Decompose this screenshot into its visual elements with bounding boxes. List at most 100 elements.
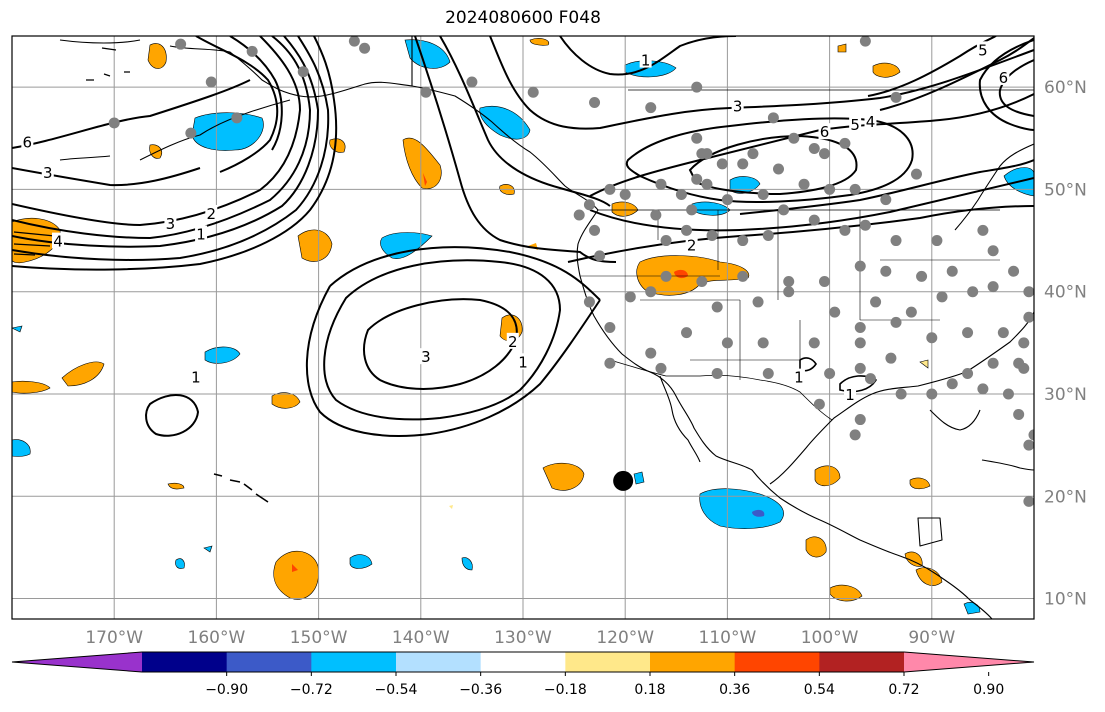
station-dot (721, 194, 733, 206)
station-dot (420, 86, 432, 98)
contour-label: 1 (191, 369, 201, 387)
contour-label: 1 (794, 369, 804, 387)
station-dot (895, 388, 907, 400)
station-dot (1013, 408, 1025, 420)
contour-label: 1 (518, 353, 528, 371)
contour-label-background (164, 215, 177, 232)
contour-label-background (731, 97, 744, 114)
colorbar-tick-labels: −0.90 −0.72 −0.54 −0.36 −0.18 0.18 0.36 0.54 0.7… (205, 672, 1004, 698)
station-dot (246, 45, 258, 57)
station-dot (854, 414, 866, 426)
colorbar-segment (480, 652, 566, 672)
station-dot (1028, 429, 1034, 441)
colorbar-tick-label: −0.18 (544, 682, 587, 698)
contour-label-background (517, 353, 529, 370)
station-dot (757, 337, 769, 349)
station-dot (348, 36, 360, 47)
colorbar-tick-label: −0.36 (459, 682, 502, 698)
contour-label: 3 (166, 215, 176, 233)
station-dot (594, 250, 606, 262)
station-dot (854, 322, 866, 333)
contour-label: 3 (733, 98, 743, 116)
longitude-tick-label: 130°W (494, 628, 552, 648)
latitude-tick-label: 20°N (1044, 487, 1087, 507)
station-dot (108, 117, 120, 129)
contour-label: 3 (421, 348, 431, 366)
station-dot (783, 286, 795, 298)
station-dot (773, 163, 784, 175)
contour-label: 2 (687, 237, 697, 255)
station-dot (987, 357, 999, 369)
station-dot (890, 91, 902, 103)
contour-label-background (506, 332, 519, 349)
latitude-tick-labels: 10°N 20°N 30°N 40°N 50°N 60°N (1044, 78, 1087, 609)
latitude-tick-label: 10°N (1044, 590, 1087, 610)
station-dot (962, 327, 974, 339)
contour-label: 4 (53, 233, 63, 251)
station-dot (931, 235, 943, 247)
colorbar-segment (311, 652, 397, 672)
station-dot (762, 229, 774, 241)
contour-label: 6 (23, 133, 33, 151)
contour-label: 1 (845, 386, 855, 404)
station-dot (997, 327, 1009, 339)
station-dot (655, 178, 667, 190)
station-dot (967, 286, 979, 298)
contour-label: 2 (207, 205, 217, 223)
station-dot (1023, 439, 1034, 451)
longitude-tick-label: 90°W (908, 628, 955, 648)
colorbar-low-extension (12, 652, 142, 672)
station-dot (701, 148, 713, 160)
station-dot (859, 219, 871, 231)
station-dot (783, 275, 795, 287)
colorbar-segment (226, 652, 312, 672)
contour-label-background (51, 232, 64, 249)
colorbar (11, 651, 1035, 673)
station-dot (583, 296, 595, 308)
station-dot (962, 368, 974, 380)
station-dot (762, 368, 774, 380)
contour-label-background (849, 116, 862, 133)
map-frame (11, 35, 1035, 620)
anomaly-shading (12, 38, 1034, 615)
contour-label: 2 (508, 333, 518, 351)
station-dot (681, 224, 693, 236)
coastlines (59, 36, 1034, 619)
station-dot (808, 337, 820, 349)
station-markers (108, 36, 1034, 507)
station-dot (813, 398, 825, 410)
station-dot (583, 199, 595, 211)
colorbar-tick-label: 0.18 (634, 682, 665, 698)
contour-label-background (41, 164, 54, 181)
station-dot (854, 337, 866, 349)
contour-label: 6 (999, 69, 1009, 87)
station-dot (818, 148, 830, 160)
station-dot (926, 332, 938, 344)
station-dot (1023, 311, 1034, 323)
latitude-tick-label: 50°N (1044, 180, 1087, 200)
contour-label: 1 (641, 52, 651, 70)
station-dot (185, 127, 197, 139)
station-dot (706, 229, 718, 241)
station-dot (824, 183, 836, 195)
contour-label-background (189, 368, 202, 385)
station-dot (721, 337, 733, 349)
latitude-tick-label: 30°N (1044, 385, 1087, 405)
contour-label: 5 (978, 41, 988, 59)
station-dot (737, 235, 749, 247)
contour-label: 4 (866, 113, 876, 131)
station-dot (890, 235, 902, 247)
station-dot (890, 316, 902, 328)
station-dot (839, 224, 851, 236)
longitude-tick-label: 160°W (188, 628, 246, 648)
station-dot (910, 168, 922, 180)
station-dot (737, 158, 749, 170)
station-dot (839, 137, 851, 149)
station-dot (905, 306, 917, 318)
station-dot (880, 194, 892, 206)
colorbar-tick-label: 0.90 (973, 682, 1004, 698)
longitude-tick-label: 120°W (596, 628, 654, 648)
station-dot (977, 224, 989, 236)
